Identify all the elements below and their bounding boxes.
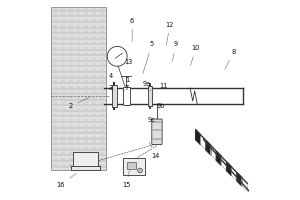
Bar [123,87,130,105]
Polygon shape [242,178,247,191]
Text: 5: 5 [143,41,154,74]
Text: 9: 9 [172,41,178,62]
Text: 9c: 9c [148,117,156,123]
Text: 9a: 9a [143,81,151,91]
Bar [123,158,145,175]
Polygon shape [201,135,206,150]
Polygon shape [221,157,227,171]
Bar [112,85,117,107]
Polygon shape [196,130,201,145]
Text: 9b: 9b [157,103,165,109]
Polygon shape [206,141,211,155]
Text: 12: 12 [166,22,174,46]
Text: 13: 13 [124,59,132,65]
Text: 6: 6 [130,18,134,42]
Bar [51,7,106,170]
Text: 4: 4 [109,73,113,85]
Bar [148,86,152,106]
Text: 10: 10 [190,45,200,66]
Circle shape [138,168,142,173]
Text: 8: 8 [225,49,236,70]
Text: 11: 11 [159,83,167,89]
FancyBboxPatch shape [152,119,162,144]
Bar [70,166,100,170]
Text: 2: 2 [68,97,90,109]
Polygon shape [216,151,221,166]
Polygon shape [227,162,232,176]
Text: 14: 14 [149,142,160,159]
Text: 16: 16 [56,173,76,188]
Text: 7: 7 [124,85,128,91]
Bar [73,152,98,167]
Polygon shape [232,167,237,181]
Text: 1: 1 [125,77,129,87]
Polygon shape [211,146,216,160]
Text: 15: 15 [122,170,130,188]
Text: 3: 3 [108,85,113,91]
Polygon shape [237,173,242,186]
Bar [127,162,136,169]
